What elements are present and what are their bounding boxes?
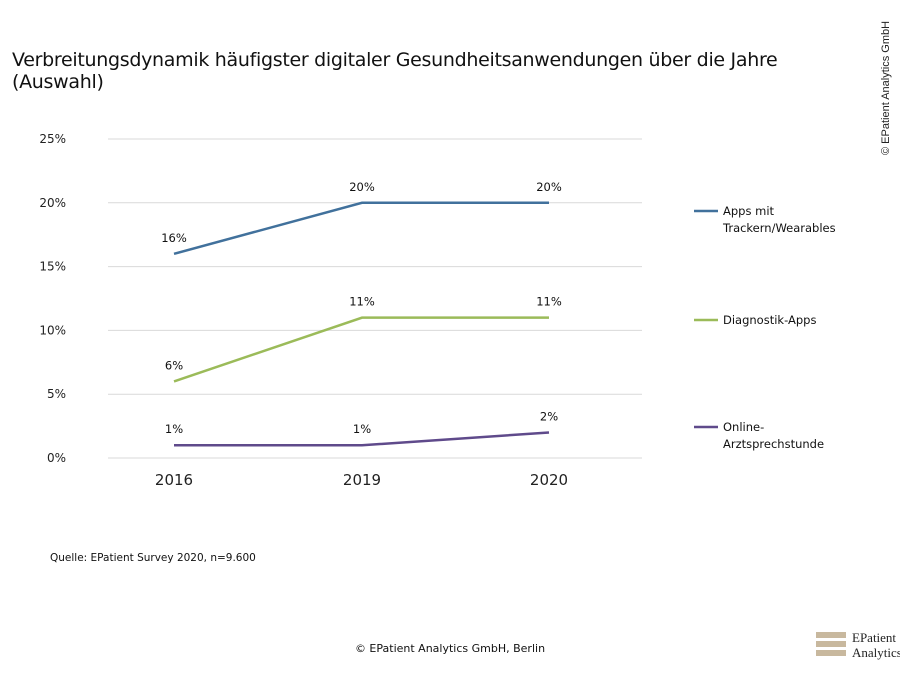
data-label: 20% (536, 180, 562, 194)
data-label: 11% (536, 295, 562, 309)
series-line (173, 316, 549, 383)
chart-title: Verbreitungsdynamik häufigster digitaler… (12, 49, 778, 93)
legend-label: Apps mit Trackern/Wearables (722, 204, 836, 235)
data-label: 2% (540, 409, 558, 423)
data-label: 16% (161, 231, 187, 245)
data-label: 20% (349, 180, 375, 194)
y-tick-label: 25% (39, 132, 66, 146)
x-tick-label: 2016 (155, 471, 193, 489)
series-line (173, 201, 549, 256)
x-tick-label: 2020 (530, 471, 568, 489)
source-note: Quelle: EPatient Survey 2020, n=9.600 (50, 552, 256, 564)
data-label: 1% (165, 422, 183, 436)
data-label: 6% (165, 358, 183, 372)
data-label: 1% (353, 422, 371, 436)
y-tick-label: 0% (47, 451, 66, 465)
y-tick-label: 10% (39, 323, 66, 337)
y-tick-label: 15% (39, 260, 66, 274)
series-line (174, 431, 550, 447)
epatient-logo: EPatient Analytics (816, 630, 900, 660)
y-tick-label: 20% (39, 196, 66, 210)
legend-label: Diagnostik-Apps (723, 313, 816, 327)
legend-label: Online-Arztsprechstunde (723, 420, 824, 451)
x-tick-label: 2019 (343, 471, 381, 489)
footer-copyright: © EPatient Analytics GmbH, Berlin (354, 642, 546, 655)
y-tick-label: 5% (47, 387, 66, 401)
data-label: 11% (349, 295, 375, 309)
